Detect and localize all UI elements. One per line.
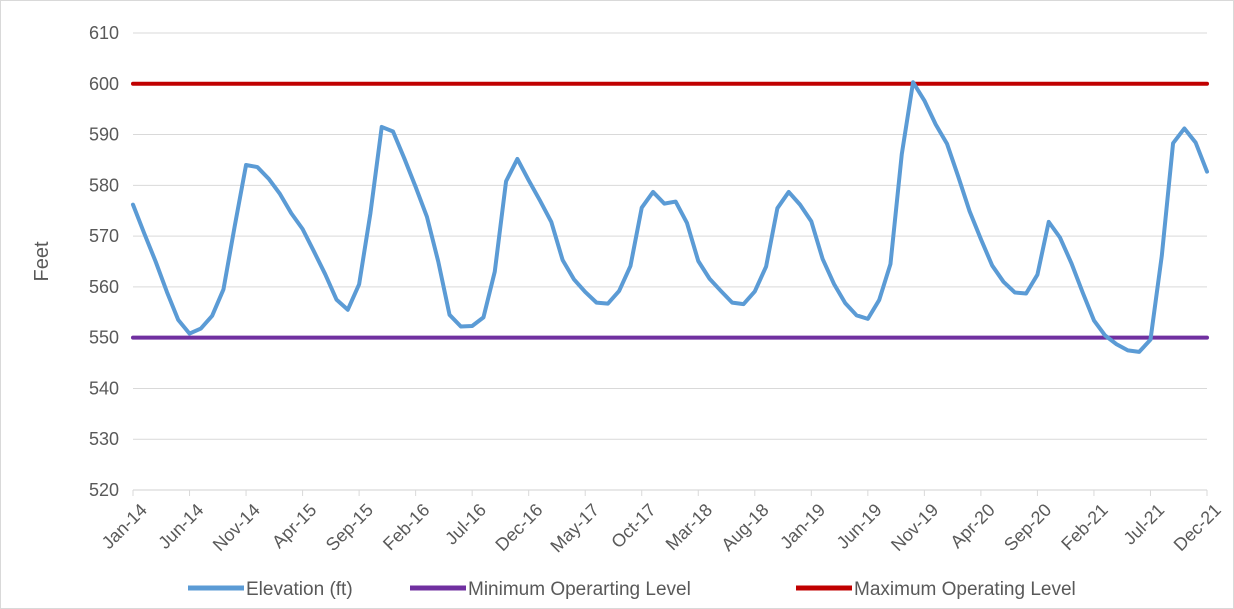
gridlines [133,32,1207,440]
y-tick-label: 590 [89,125,119,145]
x-tick-label: Jul-16 [441,500,490,549]
y-tick-label: 570 [89,226,119,246]
y-tick-label: 550 [89,328,119,348]
x-tick-label: Nov-14 [209,500,264,555]
x-tick-label: Dec-16 [491,500,546,555]
legend-entry-label: Maximum Operating Level [854,579,1076,600]
y-tick-label: 600 [89,74,119,94]
x-tick-label: Mar-18 [662,500,716,554]
x-tick-label: Apr-15 [268,500,320,552]
x-tick-label: Jun-19 [833,500,886,553]
x-tick-label: Apr-20 [946,500,998,552]
x-tick-label: Dec-21 [1170,500,1225,555]
y-tick-label: 560 [89,277,119,297]
x-tick-label: Sep-15 [322,500,377,555]
series-lines [131,80,1209,354]
x-tick-label: Sep-20 [1000,500,1055,555]
y-tick-label: 610 [89,23,119,43]
y-tick-label: 520 [89,480,119,500]
series-line-0 [131,80,1209,354]
x-tick-label: Oct-17 [607,500,659,552]
x-tick-label: Aug-18 [717,500,772,555]
x-tick-label: Jul-21 [1120,500,1169,549]
x-tick-label: Feb-21 [1057,500,1111,554]
x-tick-label: Jun-14 [154,500,207,553]
y-tick-label: 540 [89,378,119,398]
y-axis-ticks: 520 530 540 550 560 570 580 590 600 610 [89,23,119,500]
x-tick-label: May-17 [546,500,603,557]
x-tick-label: Jan-14 [98,500,151,553]
x-axis-ticks: Jan-14 Jun-14 Nov-14 Apr-15 Sep-15 Feb-16 Jul-… [98,490,1225,556]
legend-entry-label: Minimum Operarting Level [468,579,691,600]
legend: Elevation (ft) Minimum Operarting Level Ma… [188,579,1076,600]
x-tick-label: Nov-19 [887,500,942,555]
y-axis-label: Feet [31,241,53,281]
y-tick-label: 530 [89,429,119,449]
x-tick-label: Feb-16 [379,500,433,554]
y-tick-label: 580 [89,175,119,195]
legend-entry-label: Elevation (ft) [246,579,353,600]
x-tick-label: Jan-19 [776,500,829,553]
